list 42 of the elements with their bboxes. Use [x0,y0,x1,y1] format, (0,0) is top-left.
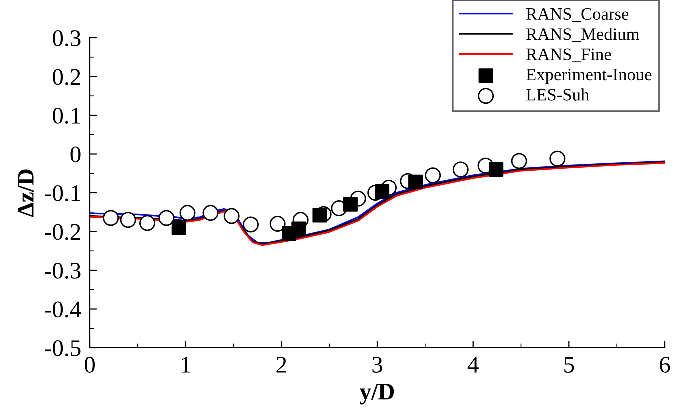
y-tick-label: 0.1 [53,108,80,124]
y-tick-label: -0.1 [45,185,80,202]
legend-label: Experiment-Inoue [526,68,652,84]
point [140,215,156,232]
point [425,168,442,184]
legend-label: RANS_Fine [526,48,612,63]
point [408,174,424,190]
y-tick-label: 0 [70,146,81,163]
point [172,220,186,236]
point [243,216,259,233]
y-tick-label: -0.4 [45,302,82,318]
y-tick-label: -0.2 [45,224,80,240]
point [158,210,175,226]
legend-label: LES-Suh [526,88,590,101]
x-tick-label: 3 [372,357,382,373]
y-tick-label: -0.3 [45,262,81,280]
point [120,212,136,228]
x-axis-title: y/D [360,384,394,405]
x-tick-label: 0 [84,357,96,373]
legend-label: RANS_Medium [526,28,640,42]
x-tick-label: 4 [468,357,479,373]
y-tick-label: 0.3 [53,30,81,47]
point [489,162,504,178]
point [312,208,328,223]
point [103,210,120,226]
x-tick-label: 6 [660,357,670,373]
point [375,184,390,200]
point [180,205,196,222]
y-axis-title: Δz/D [18,170,34,218]
point [452,162,469,178]
legend-label: RANS_Coarse [526,8,629,22]
x-tick-label: 1 [182,357,190,373]
point [202,205,219,222]
point [292,222,306,236]
point [224,208,240,224]
x-tick-label: 2 [276,357,286,373]
point [511,153,528,170]
y-tick-label: 0.2 [53,69,80,86]
y-tick-label: -0.5 [45,340,81,357]
point [343,197,358,212]
point [550,150,566,167]
x-tick-label: 5 [564,357,574,373]
